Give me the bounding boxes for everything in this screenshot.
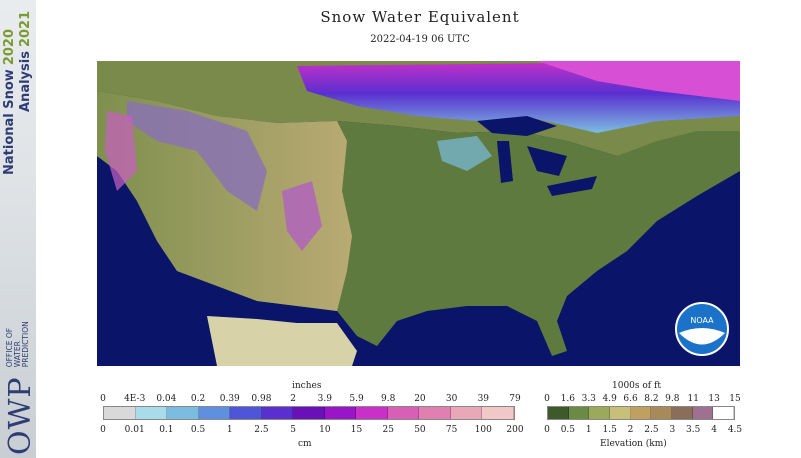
elev-km-tick: 3.5 <box>686 425 701 435</box>
swe-swatch <box>293 407 325 419</box>
elev-km-tick: 0.5 <box>560 425 576 435</box>
banner-line2: Analysis2021 <box>18 10 33 112</box>
swe-swatch <box>167 407 199 419</box>
swe-cm-tick: 0.5 <box>190 425 206 435</box>
swe-swatch <box>450 407 483 419</box>
elev-ft-tick: 11 <box>687 394 699 404</box>
elev-km-tick: 4.5 <box>727 425 743 435</box>
swe-cm-tick: 25 <box>382 425 394 435</box>
cascades-snow <box>105 111 137 191</box>
swe-swatch <box>261 407 294 419</box>
elev-ft-tick: 8.2 <box>644 394 659 404</box>
swe-cm-tick: 200 <box>506 425 524 435</box>
swe-cm-tick: 5 <box>290 425 296 435</box>
owp-logo-text: OWP <box>3 376 38 455</box>
elev-swatch <box>651 407 673 419</box>
swe-cm-tick: 2.5 <box>254 425 269 435</box>
owp-org-name: OFFICE OF WATER PREDICTION <box>5 321 30 368</box>
swe-top-unit: inches <box>292 381 322 391</box>
swe-bottom-unit: cm <box>298 439 312 449</box>
elev-swatch <box>610 407 631 419</box>
swe-inches-tick: 4E-3 <box>124 394 146 404</box>
swe-cm-tick: 0 <box>100 425 106 435</box>
swe-swatch <box>387 407 420 419</box>
elev-ft-tick: 0 <box>544 394 550 404</box>
elev-ft-tick: 3.3 <box>581 394 596 404</box>
elev-ft-tick: 4.9 <box>602 394 617 404</box>
swe-swatch <box>230 407 262 419</box>
swe-cm-tick: 10 <box>319 425 331 435</box>
swe-inches-tick: 30 <box>445 394 458 404</box>
swe-inches-tick: 0.39 <box>219 394 240 404</box>
swe-swatch <box>356 407 388 419</box>
map-title: Snow Water Equivalent <box>320 8 520 26</box>
lakes-snow <box>437 136 492 171</box>
left-banner: Analysis2021 National Snow2020 OWP OFFIC… <box>0 0 38 458</box>
elev-swatch <box>692 407 714 419</box>
snow-map: NOAA <box>97 61 740 366</box>
elev-swatch <box>589 407 611 419</box>
noaa-logo: NOAA <box>675 302 729 356</box>
elev-ft-tick: 1.6 <box>560 394 576 404</box>
elev-ft-tick: 15 <box>729 394 741 404</box>
swe-inches-tick: 9.8 <box>381 394 396 404</box>
lake-michigan <box>497 141 513 183</box>
swe-inches-tick: 39 <box>477 394 490 404</box>
swe-swatch <box>324 407 357 419</box>
lake-huron <box>527 146 567 176</box>
elev-km-tick: 2 <box>627 425 634 435</box>
swe-swatch <box>104 407 136 419</box>
elev-km-tick: 3 <box>669 425 676 435</box>
lake-superior <box>477 116 557 136</box>
western-highlands <box>97 91 352 311</box>
elev-km-tick: 1.5 <box>602 425 617 435</box>
elev-ft-tick: 13 <box>708 394 720 404</box>
owp-logo: OWP OFFICE OF WATER PREDICTION <box>3 321 38 455</box>
swe-inches-tick: 0.2 <box>190 394 206 404</box>
elev-swatch <box>568 407 590 419</box>
swe-inches-tick: 0.98 <box>251 394 272 404</box>
swe-cm-tick: 1 <box>226 425 233 435</box>
swe-color-bar <box>103 406 515 420</box>
swe-inches-tick: 0 <box>100 394 106 404</box>
swe-swatch <box>419 407 451 419</box>
mexico-land <box>207 316 357 366</box>
swe-swatch <box>198 407 231 419</box>
noaa-logo-text: NOAA <box>690 316 714 325</box>
elev-color-bar <box>547 406 735 420</box>
swe-swatch <box>135 407 168 419</box>
elev-km-tick: 2.5 <box>644 425 659 435</box>
colorado-snow <box>282 181 322 251</box>
swe-inches-tick: 2 <box>290 394 296 404</box>
swe-cm-tick: 100 <box>474 425 492 435</box>
elev-swatch <box>672 407 693 419</box>
elev-km-tick: 4 <box>711 425 717 435</box>
swe-cm-tick: 0.01 <box>124 425 145 435</box>
swe-inches-tick: 20 <box>414 394 426 404</box>
elev-top-unit: 1000s of ft <box>612 381 661 391</box>
swe-inches-tick: 5.9 <box>349 394 364 404</box>
elev-km-tick: 0 <box>544 425 550 435</box>
banner-line1: National Snow2020 <box>2 28 17 175</box>
swe-cm-tick: 0.1 <box>159 425 174 435</box>
swe-inches-tick: 3.9 <box>317 394 332 404</box>
swe-inches-tick: 79 <box>509 394 521 404</box>
elev-ft-tick: 9.8 <box>665 394 680 404</box>
swe-cm-tick: 15 <box>350 425 363 435</box>
map-timestamp: 2022-04-19 06 UTC <box>370 34 470 45</box>
elev-ft-tick: 6.6 <box>623 394 638 404</box>
snow-deep <box>537 61 740 101</box>
elev-bottom-unit: Elevation (km) <box>600 439 667 449</box>
swe-cm-tick: 50 <box>414 425 426 435</box>
elev-swatch <box>548 407 569 419</box>
swe-inches-tick: 0.04 <box>156 394 177 404</box>
swe-swatch <box>482 407 514 419</box>
elev-swatch <box>630 407 652 419</box>
elev-swatch <box>713 407 735 419</box>
swe-cm-tick: 75 <box>445 425 458 435</box>
lake-erie <box>547 176 597 196</box>
rockies-snow <box>127 101 267 211</box>
elev-km-tick: 1 <box>585 425 592 435</box>
